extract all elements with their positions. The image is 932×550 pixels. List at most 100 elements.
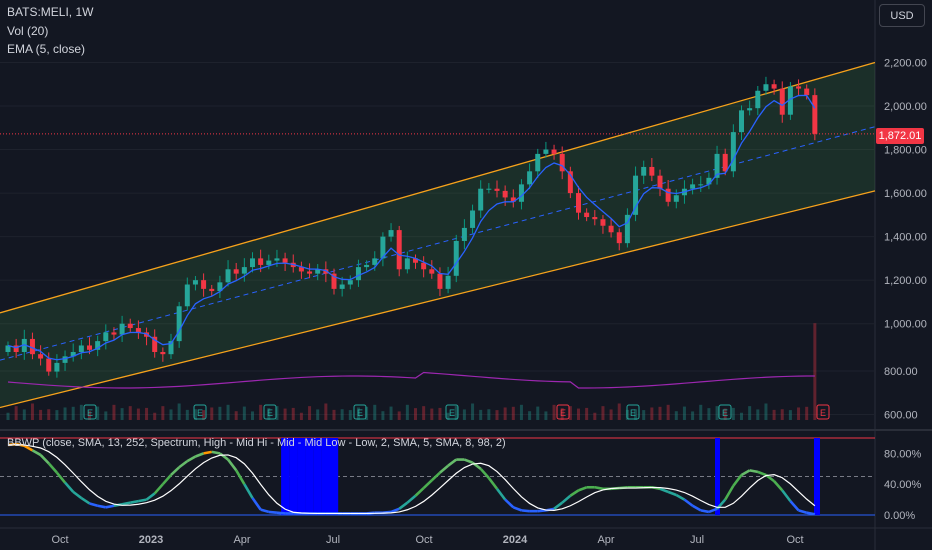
volume-bar	[340, 409, 344, 420]
earnings-event-icon-frame	[556, 404, 570, 420]
volume-bar	[788, 410, 792, 420]
volume-bar	[414, 408, 417, 420]
candle-body	[372, 258, 378, 265]
last-price-label: 1,872.01	[876, 128, 924, 144]
bbwp-spectrum-segment	[561, 494, 572, 504]
candle-body	[46, 358, 52, 372]
earnings-event-icon-frame	[263, 404, 277, 420]
bbwp-spectrum-segment	[422, 479, 433, 489]
bbwp-spectrum-segment	[121, 501, 131, 506]
time-tick-label: Apr	[233, 534, 250, 546]
bbwp-extreme-column	[281, 438, 290, 515]
volume-bar	[153, 412, 157, 420]
candle-body	[160, 352, 166, 355]
bbwp-extreme-column	[321, 438, 331, 515]
candle-body	[461, 227, 467, 241]
volume-bar	[715, 406, 719, 420]
candle-body	[486, 188, 492, 190]
candle-body	[584, 212, 590, 218]
candle-body	[21, 338, 27, 353]
candle-body	[103, 332, 109, 342]
bbwp-spectrum-segment	[463, 458, 474, 464]
volume-bar	[365, 406, 369, 420]
volume-bar	[210, 407, 214, 420]
volume-ma-line	[7, 371, 815, 389]
volume-bar	[503, 407, 507, 420]
volume-bar	[462, 409, 466, 420]
earnings-event-icon-frame	[626, 404, 640, 420]
volume-bar	[177, 403, 181, 420]
candle-body	[127, 323, 133, 329]
channel-lower-line	[0, 190, 876, 409]
volume-bar	[39, 409, 43, 420]
time-tick-label: Oct	[51, 534, 68, 546]
candle-body	[698, 184, 704, 186]
candle-body	[119, 323, 125, 335]
volume-bar	[6, 412, 10, 420]
candle-body	[404, 258, 410, 270]
candle-body	[641, 166, 647, 176]
price-tick-label: 800.00	[884, 366, 918, 378]
candle-body	[233, 269, 239, 274]
volume-bar	[756, 409, 760, 420]
volume-bar	[275, 406, 279, 420]
bbwp-spectrum-segment	[406, 494, 417, 504]
volume-bar	[422, 406, 426, 420]
volume-bar	[234, 411, 238, 420]
earnings-event-icon-frame	[353, 404, 367, 420]
bbwp-spectrum-segment	[504, 498, 515, 509]
volume-bar	[226, 404, 230, 420]
volume-bar	[128, 406, 132, 420]
symbol-legend[interactable]: BATS:MELI, 1W	[7, 5, 94, 19]
candle-body	[355, 267, 361, 281]
candle-body	[649, 166, 655, 176]
candle-body	[413, 258, 418, 263]
volume-bar	[405, 404, 409, 420]
volume-bar	[14, 406, 18, 420]
earnings-event-letter: E	[722, 408, 728, 418]
volume-bar	[55, 410, 59, 420]
volume-bar	[145, 407, 149, 420]
bbwp-spectrum-segment	[732, 474, 743, 487]
volume-bar	[308, 406, 312, 420]
bbwp-spectrum-segment	[414, 487, 425, 497]
ema-legend[interactable]: EMA (5, close)	[7, 42, 86, 56]
bbwp-spectrum-segment	[243, 483, 254, 499]
bbwp-spectrum-segment	[700, 509, 710, 514]
time-tick-label: Oct	[786, 534, 803, 546]
volume-bar	[634, 409, 638, 420]
bbwp-spectrum-segment	[235, 469, 246, 485]
candle-body	[364, 264, 370, 268]
bbwp-spectrum-segment	[153, 483, 164, 495]
candle-body	[323, 269, 329, 274]
volume-legend[interactable]: Vol (20)	[7, 24, 49, 38]
volume-bar	[731, 407, 735, 420]
volume-bar	[544, 411, 548, 420]
candle-body	[78, 345, 84, 353]
candle-body	[13, 345, 19, 353]
candle-body	[250, 258, 255, 268]
candles	[5, 76, 818, 378]
candle-body	[535, 153, 541, 172]
bbwp-spectrum-segment	[659, 487, 669, 494]
earnings-event-icon: E	[83, 404, 97, 420]
candle-body	[111, 332, 117, 335]
currency-button[interactable]: USD	[879, 4, 925, 27]
candle-body	[445, 275, 451, 289]
channel-fill	[0, 62, 875, 408]
volume-bar	[104, 411, 108, 420]
bbwp-extreme-column	[289, 438, 298, 515]
bbwp-legend[interactable]: BBWP (close, SMA, 13, 252, Spectrum, Hig…	[7, 437, 506, 449]
volume-bar	[79, 404, 83, 420]
candle-body	[217, 282, 223, 292]
candle-body	[543, 149, 549, 154]
candle-body	[298, 267, 304, 272]
candle-body	[576, 193, 581, 213]
volume-bar	[397, 411, 401, 420]
channel-mid-line	[0, 126, 876, 361]
time-tick-label: Apr	[597, 534, 614, 546]
bbwp-spectrum-segment	[80, 496, 91, 505]
volume-bar	[112, 404, 116, 420]
candle-body	[730, 132, 736, 172]
